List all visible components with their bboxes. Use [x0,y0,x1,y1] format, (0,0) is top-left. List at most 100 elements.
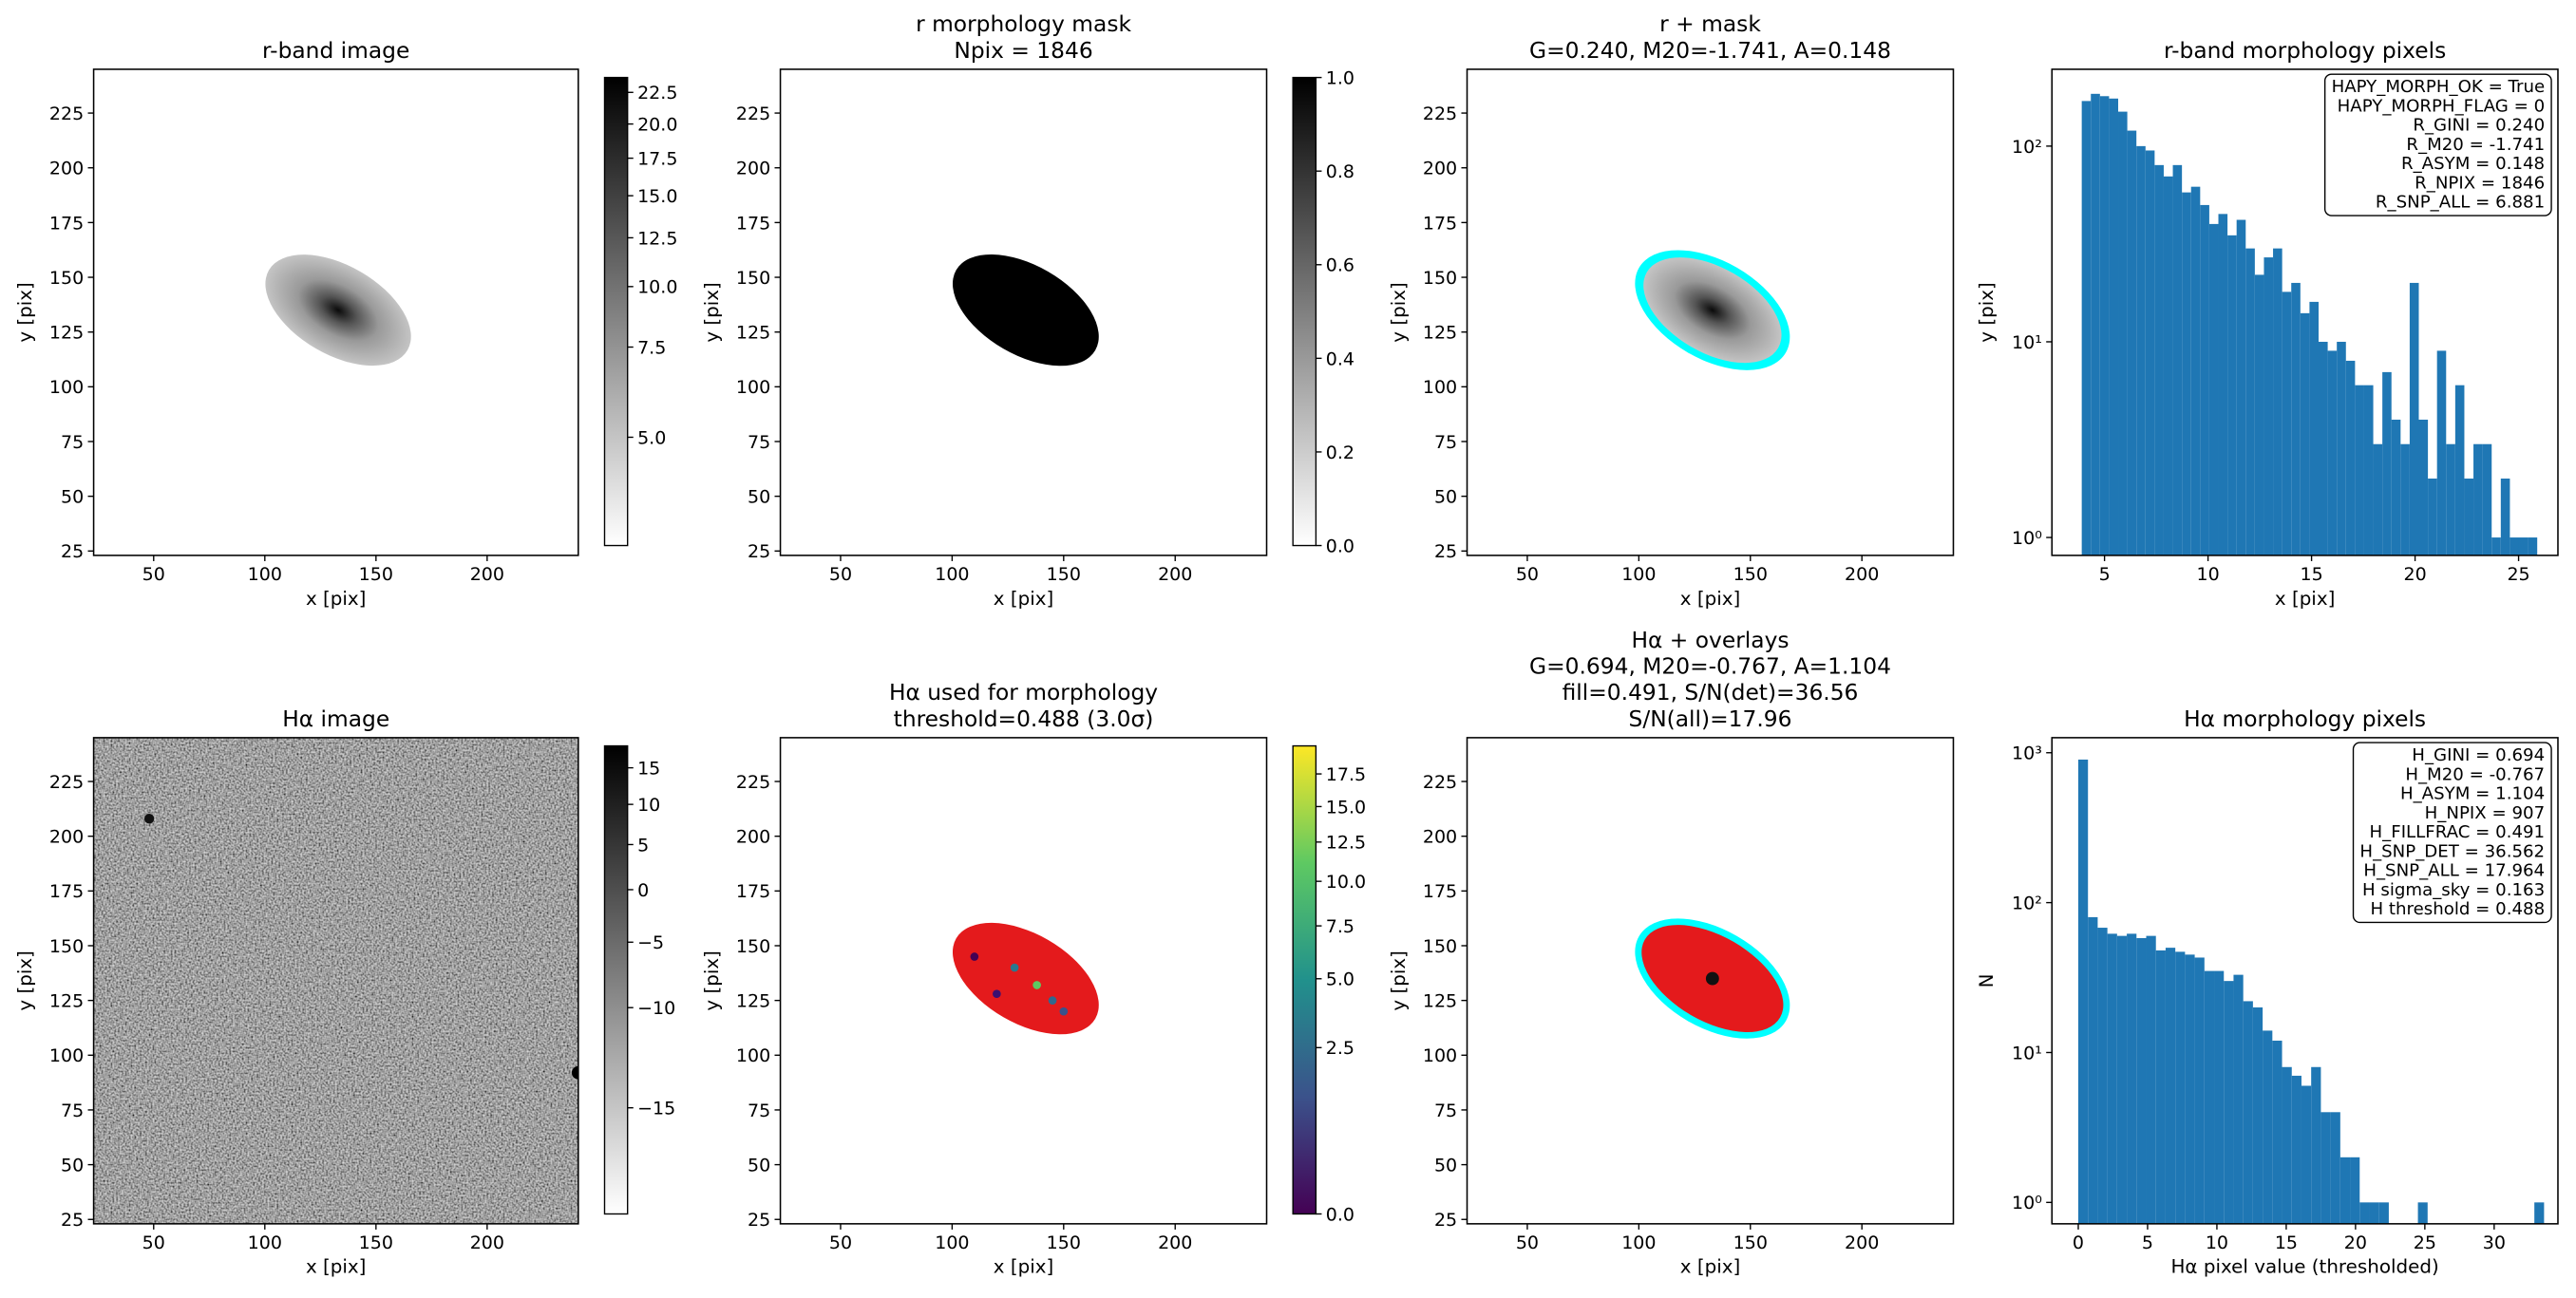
annotation-line: H_SNP_ALL = 17.964 [2363,861,2545,881]
bar [2146,935,2156,1224]
bar [2233,974,2244,1224]
bar [2528,537,2538,555]
x-tick-label: 100 [1621,1232,1656,1253]
bar [2273,248,2282,555]
galaxy [1643,257,1782,364]
annotation-line: H sigma_sky = 0.163 [2362,880,2545,900]
colorbar-tick-label: −10 [637,998,675,1019]
y-tick-label: 225 [49,103,84,124]
chart-title: r + mask [1659,10,1761,37]
bar [2077,759,2089,1224]
x-axis-label: x [pix] [1680,588,1741,610]
y-tick-label: 225 [1423,772,1457,793]
x-axis-label: x [pix] [994,588,1054,610]
bar [2097,928,2108,1224]
y-tick-label: 25 [1434,541,1457,562]
y-tick-label: 125 [1423,323,1457,344]
bar [2227,235,2237,555]
colorbar-tick-label: 15.0 [637,186,677,207]
bar [2339,1157,2351,1224]
galaxy [265,254,411,367]
panel: 5 10 15 20 25 10⁰ 10¹ 10² x [pix] y [pix] r-band m… [1976,37,2559,610]
colorbar-tick-label: 0.4 [1326,348,1354,369]
colorbar-tick-label: 2.5 [1326,1038,1354,1059]
x-tick-label: 20 [2344,1232,2367,1253]
chart-title: Hα used for morphology [889,679,1158,705]
chart-title: r-band image [262,37,409,64]
colorbar-tick-label: 17.5 [1326,764,1366,785]
bar [2436,350,2447,555]
y-tick-label: 225 [49,772,84,793]
bar [2491,537,2501,555]
axes-frame [2051,68,2559,556]
plot-area [1467,68,1954,555]
x-tick-label: 15 [2300,564,2322,585]
x-tick-label: 25 [2507,564,2529,585]
y-tick-label: 25 [748,1210,770,1231]
bar [2263,257,2274,555]
dark-spot [143,814,155,824]
x-axis-label: Hα pixel value (thresholded) [2170,1256,2438,1278]
y-tick-label: 125 [736,323,770,344]
x-tick-label: 25 [2414,1232,2436,1253]
y-axis-label: y [pix] [701,950,723,1011]
y-tick-label: 50 [61,487,84,508]
y-tick-label: 200 [736,159,770,179]
y-tick-label: 75 [1434,1100,1457,1121]
chart-title: Hα image [282,705,389,732]
bar [2236,219,2246,555]
colorbar-tick-label: 20.0 [637,115,677,136]
colorbar [603,76,629,547]
colorbar-tick-label: 0.6 [1326,255,1354,276]
x-tick-label: 50 [1516,1232,1539,1253]
bar [2355,385,2364,555]
x-tick-label: 5 [2099,564,2111,585]
plot-area [780,737,1267,1224]
chart-title: S/N(all)=17.96 [1629,705,1792,732]
colorbar-tick-label: 5.0 [1326,969,1354,990]
bar [2155,950,2166,1224]
y-tick-label: 10³ [2012,743,2042,764]
bar [2218,214,2228,555]
dark-spot [571,1065,578,1080]
y-axis-label: y [pix] [1976,282,1998,343]
bar [2454,385,2465,555]
y-tick-label: 150 [1423,936,1457,957]
x-tick-label: 0 [2073,1232,2084,1253]
colorbar-tick-label: 10.0 [1326,872,1366,893]
annotation-line: H_M20 = -0.767 [2405,764,2545,784]
bar [2088,916,2098,1224]
y-tick-label: 150 [1423,268,1457,289]
y-tick-label: 50 [61,1156,84,1176]
annotation-line: H_SNP_DET = 36.562 [2359,841,2545,861]
bar [2091,93,2100,555]
bar [2300,312,2310,555]
y-tick-label: 10¹ [2012,1043,2042,1063]
x-tick-label: 100 [935,564,969,585]
bar [2145,150,2155,555]
y-tick-label: 100 [1423,1045,1457,1066]
y-axis-label: y [pix] [14,950,36,1011]
x-tick-label: 150 [359,564,393,585]
colorbar-tick-label: 15.0 [1326,797,1366,818]
bar [2311,1066,2321,1224]
colorbar-tick-label: 17.5 [637,149,677,170]
annotation-box [2352,742,2552,924]
chart-title: Npix = 1846 [954,37,1092,64]
bar [2510,537,2519,555]
y-axis-label: y [pix] [701,282,723,343]
colorbar-tick-label: 0.0 [1326,536,1354,556]
bar [2136,937,2147,1224]
bar [2185,954,2195,1224]
center [1705,971,1719,986]
bar [2327,350,2338,555]
y-tick-label: 75 [1434,432,1457,453]
x-tick-label: 5 [2142,1232,2153,1253]
colorbar-tick-label: 0 [637,880,649,901]
axes-frame [92,737,579,1225]
x-tick-label: 50 [142,1232,165,1253]
annotation-line: H_NPIX = 907 [2425,803,2545,823]
colorbar-tick-label: 5 [637,835,649,856]
